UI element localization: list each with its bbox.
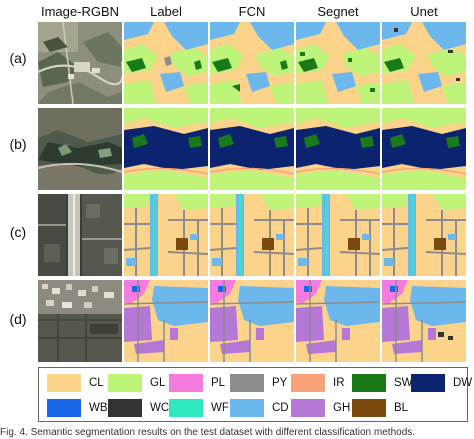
legend-swatch-gl [108, 374, 142, 392]
unet-map-a [382, 22, 466, 104]
legend-label-bl: BL [394, 402, 409, 414]
segnet-map-c [296, 194, 380, 276]
unet-map-d [382, 280, 466, 362]
segnet-map-b [296, 108, 380, 190]
unet-map-c [382, 194, 466, 276]
legend-item-gl: GL [108, 373, 168, 393]
fcn-map-d [210, 280, 294, 362]
legend: CL GL PL PY IR SW DW WB WC WF CD G [38, 367, 472, 422]
legend-item-py: PY [230, 373, 290, 393]
row-label-c: (c) [9, 224, 27, 240]
legend-swatch-wc [108, 399, 142, 417]
row-label-b: (b) [9, 136, 27, 152]
legend-label-dw: DW [453, 377, 473, 389]
column-header-label: Label [150, 4, 182, 19]
image-rgbn-d [38, 280, 122, 362]
legend-swatch-wb [47, 399, 81, 417]
column-header-fcn: FCN [238, 4, 266, 19]
row-label-d: (d) [9, 311, 27, 327]
legend-label-py: PY [272, 377, 288, 389]
image-rgbn-b [38, 108, 122, 190]
segnet-map-a [296, 22, 380, 104]
legend-item-gh: GH [291, 398, 351, 418]
legend-label-cd: CD [272, 402, 289, 414]
legend-item-bl: BL [352, 398, 412, 418]
legend-label-gh: GH [333, 402, 351, 414]
legend-swatch-cl [47, 374, 81, 392]
unet-map-b [382, 108, 466, 190]
legend-item-wb: WB [47, 398, 108, 418]
legend-label-pl: PL [211, 377, 226, 389]
label-map-b [124, 108, 208, 190]
legend-swatch-sw [352, 374, 386, 392]
label-map-c [124, 194, 208, 276]
legend-label-cl: CL [89, 377, 104, 389]
legend-swatch-bl [352, 399, 386, 417]
legend-item-wf: WF [169, 398, 229, 418]
legend-item-sw: SW [352, 373, 413, 393]
fcn-map-a [210, 22, 294, 104]
legend-label-wc: WC [150, 402, 170, 414]
legend-label-wf: WF [211, 402, 229, 414]
legend-swatch-cd [230, 399, 264, 417]
segnet-map-d [296, 280, 380, 362]
legend-swatch-py [230, 374, 264, 392]
row-label-a: (a) [9, 50, 27, 66]
column-header-segnet: Segnet [317, 4, 359, 19]
legend-swatch-dw [411, 374, 445, 392]
legend-item-dw: DW [411, 373, 472, 393]
figure-caption: Fig. 4. Semantic segmentation results on… [0, 427, 416, 438]
fcn-map-c [210, 194, 294, 276]
column-header-unet: Unet [410, 4, 438, 19]
legend-item-pl: PL [169, 373, 229, 393]
legend-label-wb: WB [89, 402, 108, 414]
legend-swatch-wf [169, 399, 203, 417]
legend-item-cl: CL [47, 373, 107, 393]
legend-swatch-pl [169, 374, 203, 392]
legend-item-cd: CD [230, 398, 290, 418]
legend-label-ir: IR [333, 377, 345, 389]
legend-swatch-gh [291, 399, 325, 417]
image-rgbn-a [38, 22, 122, 104]
legend-item-wc: WC [108, 398, 170, 418]
label-map-a [124, 22, 208, 104]
legend-swatch-ir [291, 374, 325, 392]
legend-label-gl: GL [150, 377, 166, 389]
column-header-image: Image-RGBN [40, 4, 120, 19]
fcn-map-b [210, 108, 294, 190]
legend-item-ir: IR [291, 373, 351, 393]
legend-label-sw: SW [394, 377, 413, 389]
image-rgbn-c [38, 194, 122, 276]
label-map-d [124, 280, 208, 362]
